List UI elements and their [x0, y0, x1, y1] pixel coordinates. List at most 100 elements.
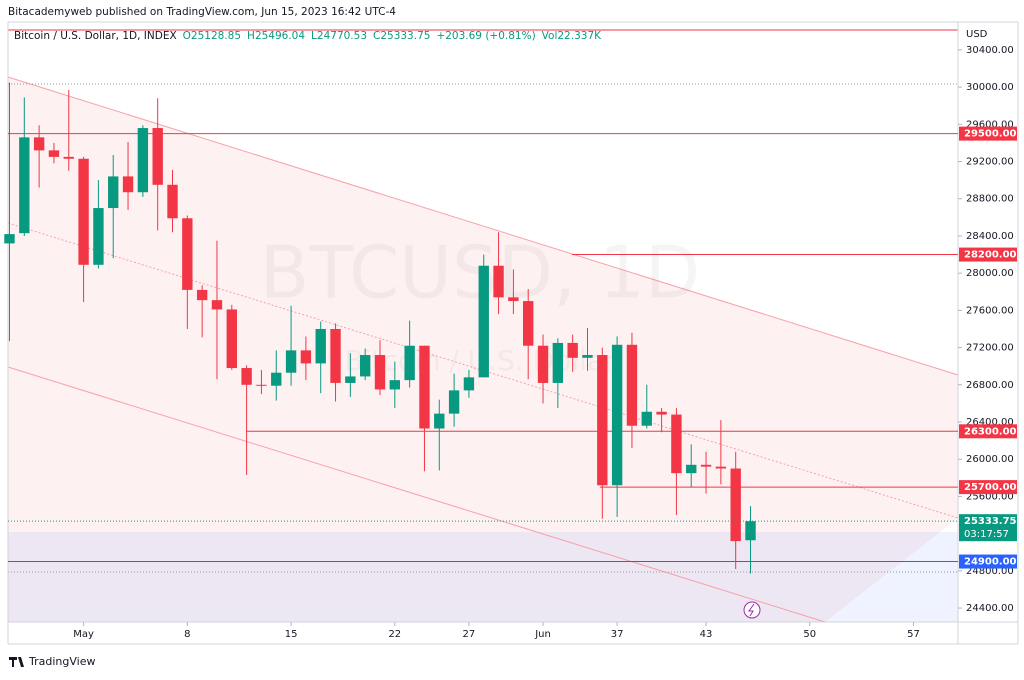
- candle-body: [730, 468, 741, 542]
- x-tick-label: May: [73, 629, 94, 640]
- legend-value: L24770.53: [311, 30, 367, 42]
- candle-body: [389, 380, 401, 390]
- candle-body: [523, 301, 534, 346]
- channel-lower: [7, 366, 826, 623]
- candle-body: [48, 150, 60, 157]
- symbol-title: Bitcoin / U.S. Dollar, 1D, INDEX: [14, 30, 177, 42]
- candle-body: [359, 355, 371, 377]
- y-tick-label: 26800.00: [966, 380, 1014, 391]
- x-tick-label: 43: [700, 629, 713, 640]
- last-price-bg: [959, 514, 1017, 542]
- x-tick-label: Jun: [534, 629, 551, 640]
- candle-body: [256, 384, 267, 386]
- candle-body: [671, 414, 682, 474]
- legend: Bitcoin / U.S. Dollar, 1D, INDEX O25128.…: [14, 30, 602, 42]
- level-label: 25700.00: [964, 482, 1017, 493]
- countdown: 03:17:57: [964, 529, 1009, 540]
- candle-body: [19, 137, 30, 234]
- last-price-label: 25333.75: [964, 516, 1017, 527]
- level-label-bg: [959, 126, 1017, 141]
- level-label: 28200.00: [964, 250, 1017, 261]
- y-tick-label: 27200.00: [966, 343, 1014, 354]
- candle-body: [686, 464, 697, 474]
- level-label: 24900.00: [964, 557, 1017, 568]
- y-tick-label: 29200.00: [966, 157, 1014, 168]
- candle-body: [226, 309, 237, 369]
- y-tick-label: 26000.00: [966, 454, 1014, 465]
- candle-body: [78, 158, 89, 265]
- brand-logo: [9, 657, 24, 667]
- level-label: 26300.00: [964, 426, 1017, 437]
- candle-body: [641, 411, 652, 426]
- x-tick-label: 15: [285, 629, 298, 640]
- level-label-bg: [959, 247, 1017, 262]
- candle-body: [374, 355, 386, 390]
- candle-body: [167, 184, 178, 219]
- candle-body: [285, 350, 297, 373]
- y-tick-label: 27600.00: [966, 305, 1014, 316]
- x-tick-label: 22: [388, 629, 401, 640]
- range-box: [8, 532, 958, 622]
- y-tick-label: 28000.00: [966, 268, 1014, 279]
- level-label-bg: [959, 424, 1017, 439]
- legend-value: C25333.75: [373, 30, 430, 42]
- x-tick-label: 8: [184, 629, 190, 640]
- candle-body: [448, 390, 460, 414]
- event-icon-bolt: [748, 603, 755, 617]
- candle-body: [137, 128, 149, 193]
- candle-body: [108, 176, 119, 209]
- brand: TradingView: [28, 655, 95, 668]
- candle-body: [626, 344, 638, 426]
- y-tick-label: 28800.00: [966, 194, 1014, 205]
- candle-body: [33, 137, 45, 151]
- level-label-bg: [959, 480, 1017, 495]
- candle-body: [582, 355, 593, 358]
- candle-body: [537, 345, 549, 383]
- candle-body: [196, 289, 208, 301]
- candle-body: [611, 344, 623, 486]
- legend-value: O25128.85: [183, 30, 241, 42]
- candle-body: [93, 208, 104, 265]
- candle-body: [211, 300, 223, 310]
- candle-body: [419, 345, 430, 429]
- candle-body: [404, 345, 415, 381]
- event-icon[interactable]: [743, 601, 761, 619]
- candle-body: [315, 328, 326, 364]
- candle-body: [493, 265, 504, 298]
- candle-body: [345, 376, 356, 383]
- legend-value: H25496.04: [247, 30, 305, 42]
- y-tick-label: 25600.00: [966, 491, 1014, 502]
- published-note: Bitacademyweb published on TradingView.c…: [8, 6, 396, 18]
- x-tick-label: 37: [611, 629, 624, 640]
- footer: TradingView: [9, 655, 95, 668]
- candle-body: [182, 218, 193, 290]
- y-tick-label: 24400.00: [966, 603, 1014, 614]
- candle-body: [715, 466, 727, 469]
- x-tick-label: 50: [803, 629, 816, 640]
- candle-body: [567, 342, 578, 358]
- x-tick-label: 27: [463, 629, 476, 640]
- y-tick-label: 30400.00: [966, 45, 1014, 56]
- y-tick-label: 24800.00: [966, 566, 1014, 577]
- candle-body: [300, 350, 312, 364]
- candle-body: [478, 265, 489, 378]
- channel-upper: [7, 76, 959, 376]
- candle-body: [330, 328, 341, 383]
- candle-body: [508, 297, 519, 302]
- y-tick-label: 26400.00: [966, 417, 1014, 428]
- candle-body: [745, 521, 756, 541]
- candle-body: [241, 368, 252, 385]
- candle-body: [122, 176, 134, 193]
- candle-body: [597, 355, 608, 486]
- candle-body: [700, 464, 712, 467]
- candle-body: [152, 128, 163, 185]
- candle-body: [656, 411, 667, 415]
- level-label-bg: [959, 554, 1017, 569]
- candle-body: [463, 377, 475, 391]
- y-tick-label: 30000.00: [966, 82, 1014, 93]
- axis-unit: USD: [966, 29, 988, 40]
- y-tick-label: 28400.00: [966, 231, 1014, 242]
- y-tick-label: 29600.00: [966, 119, 1014, 130]
